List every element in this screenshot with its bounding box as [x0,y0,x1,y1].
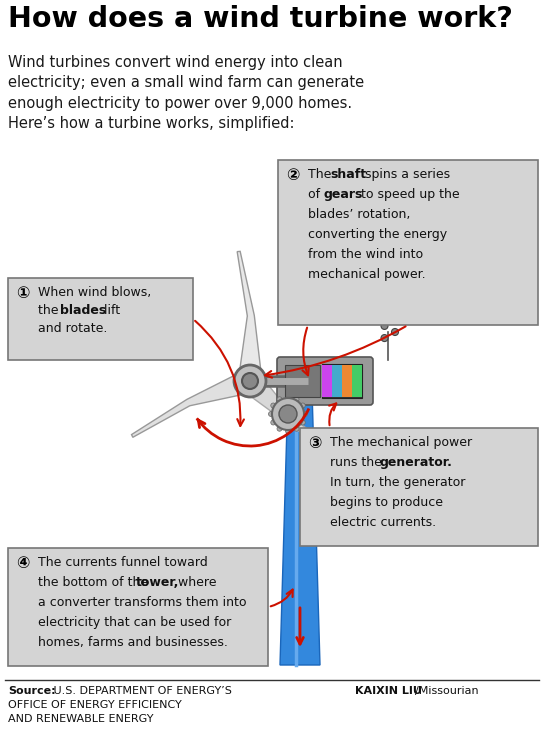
Text: to speed up the: to speed up the [357,188,460,201]
Text: of: of [308,188,324,201]
Text: electric currents.: electric currents. [330,516,436,529]
Circle shape [294,396,299,402]
Text: The mechanical power: The mechanical power [330,436,472,449]
Text: where: where [174,576,217,589]
Circle shape [242,373,258,389]
Polygon shape [237,251,262,382]
Text: and rotate.: and rotate. [38,322,107,335]
Text: OFFICE OF ENERGY EFFICIENCY: OFFICE OF ENERGY EFFICIENCY [8,700,182,710]
Circle shape [381,322,388,330]
FancyBboxPatch shape [300,428,538,546]
Text: /Missourian: /Missourian [415,686,479,696]
Circle shape [392,328,399,336]
Text: U.S. DEPARTMENT OF ENERGY’S: U.S. DEPARTMENT OF ENERGY’S [50,686,232,696]
Text: gears: gears [324,188,363,201]
Text: AND RENEWABLE ENERGY: AND RENEWABLE ENERGY [8,714,153,724]
Text: mechanical power.: mechanical power. [308,268,425,281]
Circle shape [271,420,276,425]
Text: ②: ② [286,167,300,182]
Circle shape [271,403,276,408]
Text: In turn, the generator: In turn, the generator [330,476,465,489]
Circle shape [277,396,282,402]
Text: runs the: runs the [330,456,386,469]
Text: homes, farms and businesses.: homes, farms and businesses. [38,636,228,649]
Text: the: the [38,304,63,317]
Bar [352,365,362,397]
Text: ④: ④ [16,556,30,571]
Circle shape [279,405,297,423]
Text: ①: ① [16,285,30,301]
Text: ③: ③ [308,436,322,451]
Text: electricity that can be used for: electricity that can be used for [38,616,231,629]
Text: The: The [308,168,335,181]
Text: begins to produce: begins to produce [330,496,443,509]
Text: Wind turbines convert wind energy into clean
electricity; even a small wind farm: Wind turbines convert wind energy into c… [8,55,364,131]
FancyBboxPatch shape [8,278,193,360]
Text: When wind blows,: When wind blows, [38,286,151,299]
Circle shape [269,411,274,416]
Polygon shape [280,390,320,665]
Text: How does a wind turbine work?: How does a wind turbine work? [8,5,513,33]
Circle shape [300,403,305,408]
Text: spins a series: spins a series [361,168,450,181]
Text: converting the energy: converting the energy [308,228,447,241]
Circle shape [286,428,290,433]
Text: blades’ rotation,: blades’ rotation, [308,208,410,221]
Text: shaft: shaft [330,168,366,181]
Circle shape [294,426,299,431]
Text: lift: lift [100,304,120,317]
Circle shape [286,394,290,399]
Bar [285,365,320,397]
Circle shape [272,398,304,430]
Circle shape [234,365,266,397]
Text: blades: blades [60,304,106,317]
FancyBboxPatch shape [277,357,373,405]
Text: generator.: generator. [380,456,453,469]
Text: a converter transforms them into: a converter transforms them into [38,596,246,609]
Circle shape [277,426,282,431]
FancyBboxPatch shape [8,548,268,666]
Circle shape [381,335,388,342]
Polygon shape [243,371,354,462]
Bar [322,364,362,398]
Text: from the wind into: from the wind into [308,248,423,261]
Polygon shape [132,370,255,437]
Text: KAIXIN LIU: KAIXIN LIU [355,686,422,696]
Circle shape [302,411,307,416]
Circle shape [300,420,305,425]
Text: tower,: tower, [136,576,180,589]
Text: The currents funnel toward: The currents funnel toward [38,556,208,569]
Text: the bottom of the: the bottom of the [38,576,152,589]
Bar [342,365,351,397]
Bar [332,365,342,397]
Bar [322,365,331,397]
Text: Source:: Source: [8,686,55,696]
FancyBboxPatch shape [278,160,538,325]
